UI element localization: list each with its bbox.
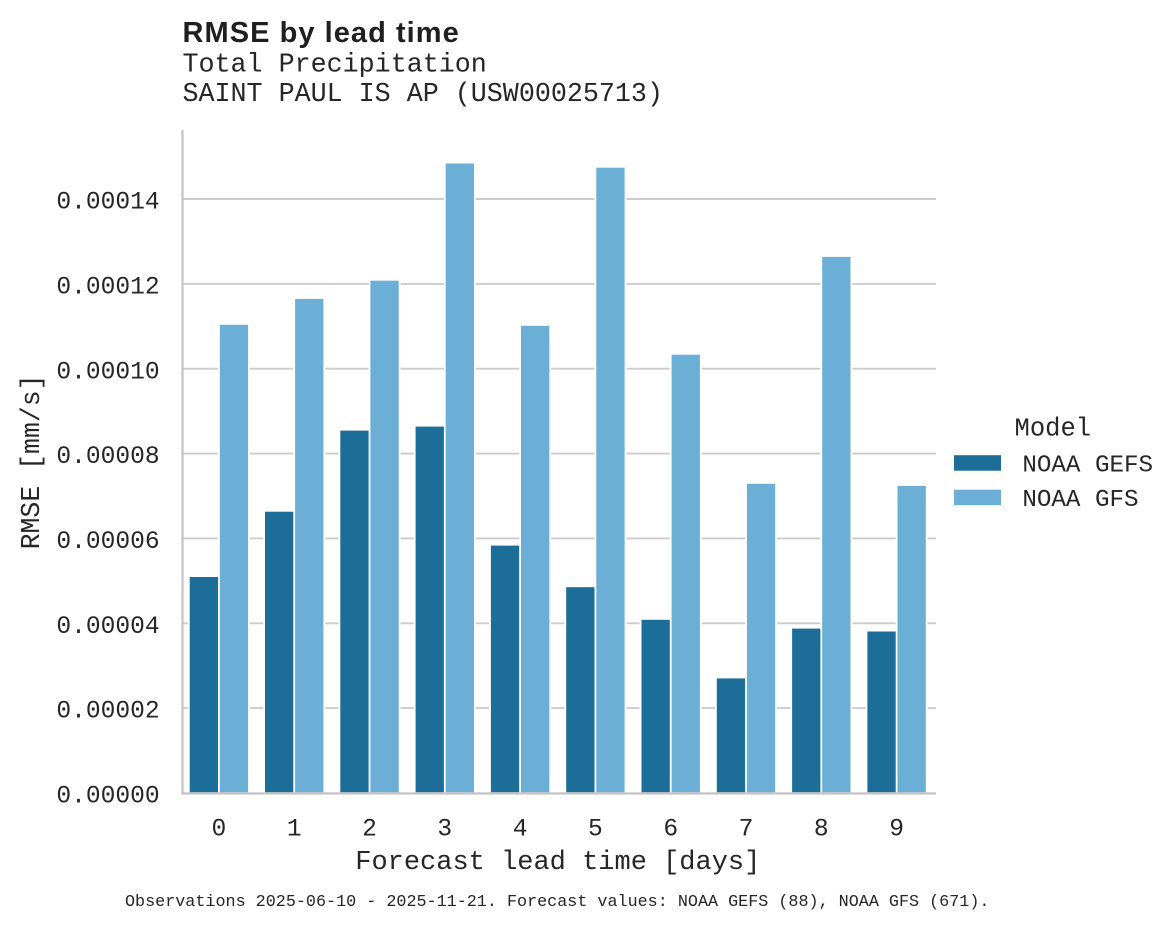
svg-text:1: 1 (287, 816, 302, 843)
svg-text:3: 3 (437, 816, 452, 843)
svg-text:8: 8 (814, 816, 829, 843)
svg-text:0.00002: 0.00002 (56, 699, 159, 726)
svg-text:0.00000: 0.00000 (56, 784, 159, 811)
svg-text:2: 2 (362, 816, 377, 843)
svg-text:Forecast lead time [days]: Forecast lead time [days] (355, 848, 760, 878)
svg-text:0.00006: 0.00006 (56, 529, 159, 556)
svg-text:5: 5 (588, 816, 603, 843)
svg-text:0.00004: 0.00004 (56, 614, 159, 641)
svg-text:Observations 2025-06-10 - 2025: Observations 2025-06-10 - 2025-11-21. Fo… (125, 893, 989, 912)
svg-text:NOAA GEFS: NOAA GEFS (1022, 452, 1153, 479)
svg-text:RMSE [mm/s]: RMSE [mm/s] (17, 374, 47, 549)
svg-text:9: 9 (889, 816, 904, 843)
svg-text:0.00012: 0.00012 (56, 274, 159, 301)
svg-text:6: 6 (663, 816, 678, 843)
svg-text:4: 4 (513, 816, 528, 843)
svg-text:0.00008: 0.00008 (56, 444, 159, 471)
svg-text:SAINT PAUL IS AP (USW00025713): SAINT PAUL IS AP (USW00025713) (183, 80, 663, 110)
svg-text:0.00010: 0.00010 (56, 359, 159, 386)
svg-text:RMSE by lead time: RMSE by lead time (183, 17, 460, 49)
svg-text:0: 0 (212, 816, 227, 843)
svg-text:Model: Model (1015, 414, 1092, 443)
svg-text:NOAA GFS: NOAA GFS (1022, 487, 1138, 514)
svg-text:0.00014: 0.00014 (56, 190, 159, 217)
svg-text:Total Precipitation: Total Precipitation (183, 50, 487, 80)
svg-text:7: 7 (739, 816, 754, 843)
